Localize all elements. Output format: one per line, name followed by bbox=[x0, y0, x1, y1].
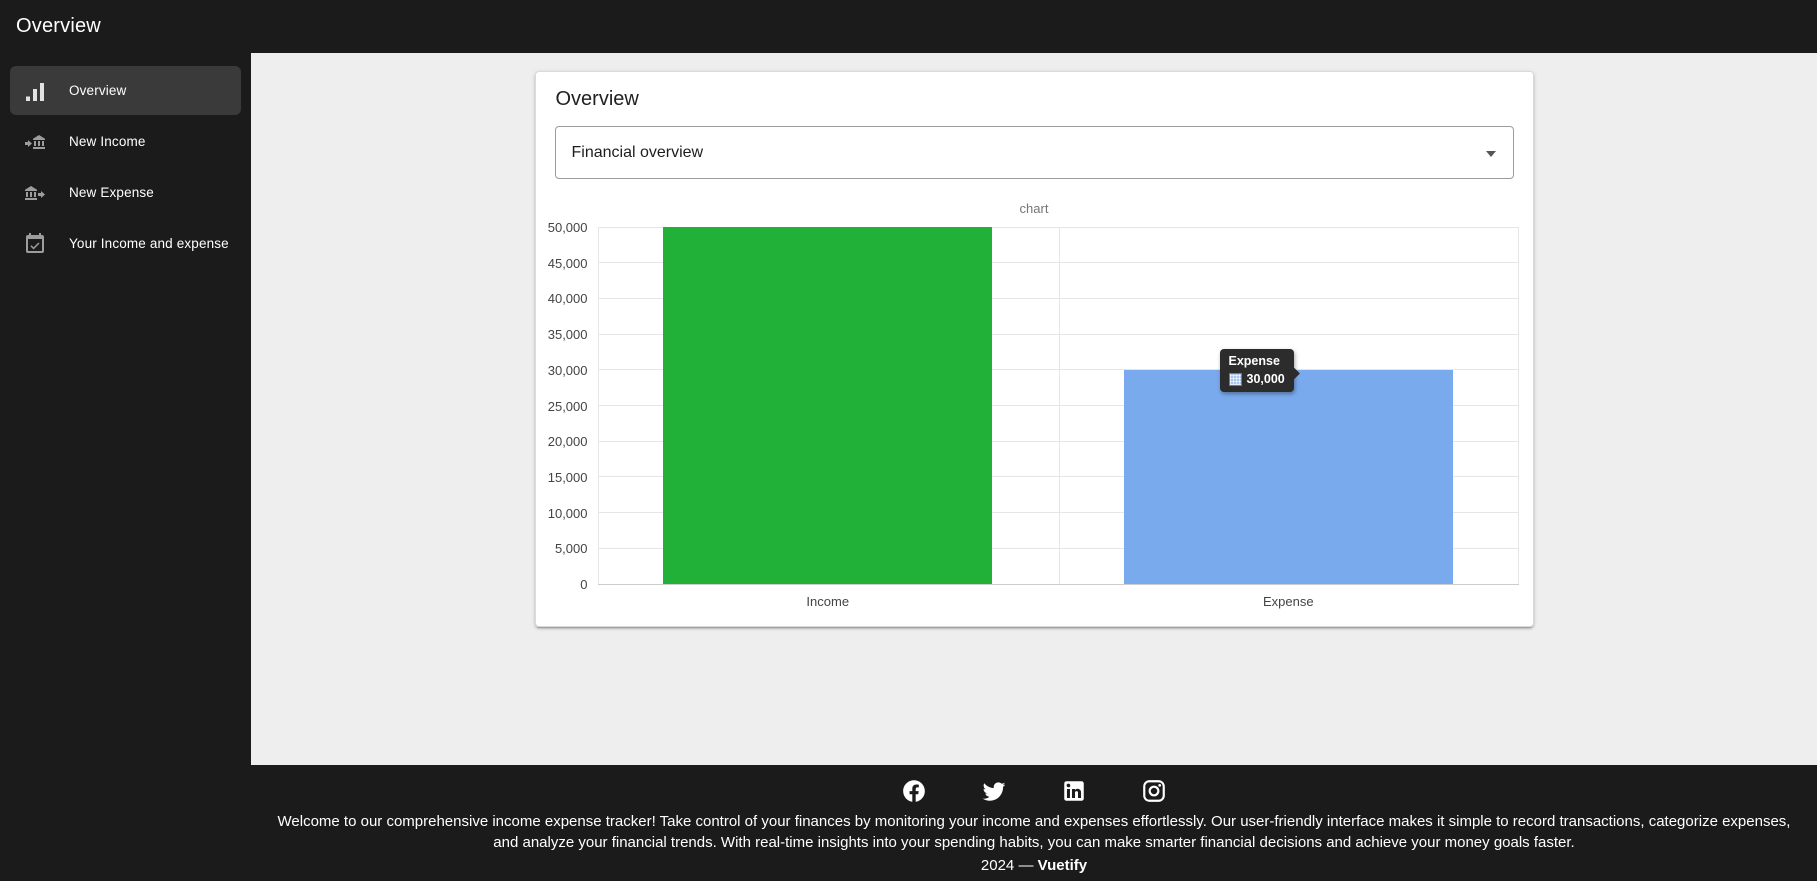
tooltip-series-label: Expense bbox=[1228, 354, 1280, 368]
gridline bbox=[597, 547, 1519, 549]
sidebar-item-your-income-and-expense[interactable]: Your Income and expense bbox=[10, 219, 241, 268]
social-links bbox=[251, 778, 1817, 804]
y-axis-tick-label: 30,000 bbox=[547, 362, 588, 378]
bank-transfer-in-icon bbox=[23, 130, 47, 154]
bar-income[interactable] bbox=[663, 227, 993, 584]
sidebar-item-new-income[interactable]: New Income bbox=[10, 117, 241, 166]
footer-credit: 2024 — Vuetify bbox=[251, 857, 1817, 874]
y-axis-tick-label: 45,000 bbox=[547, 255, 588, 271]
app-bar: Overview bbox=[0, 0, 1817, 53]
y-axis-tick-label: 15,000 bbox=[547, 469, 588, 485]
calendar-check-icon bbox=[23, 232, 47, 256]
gridline bbox=[597, 476, 1519, 478]
gridline bbox=[597, 262, 1519, 264]
footer: Welcome to our comprehensive income expe… bbox=[0, 765, 1817, 881]
sidebar-item-label: Your Income and expense bbox=[69, 236, 229, 251]
footer-brand: Vuetify bbox=[1037, 857, 1088, 874]
gridline bbox=[597, 226, 1519, 228]
y-axis-tick-label: 10,000 bbox=[547, 505, 588, 521]
select-value: Financial overview bbox=[571, 143, 704, 161]
y-axis-tick-label: 5,000 bbox=[554, 541, 588, 557]
bank-transfer-out-icon bbox=[23, 181, 47, 205]
chart-tooltip: Expense 30,000 bbox=[1219, 349, 1294, 392]
x-axis-category-label: Expense bbox=[1262, 594, 1314, 609]
footer-welcome-text: Welcome to our comprehensive income expe… bbox=[277, 813, 1791, 851]
menu-down-icon bbox=[1485, 150, 1496, 157]
bar-expense[interactable] bbox=[1123, 369, 1453, 584]
gridline bbox=[597, 333, 1519, 335]
sidebar-item-overview[interactable]: Overview bbox=[10, 66, 241, 115]
gridline bbox=[597, 440, 1519, 442]
y-axis-tick-label: 0 bbox=[580, 577, 588, 592]
sidebar-item-label: New Income bbox=[69, 134, 146, 149]
main-content: Overview Financial overview chart Expens… bbox=[251, 53, 1817, 765]
footer-year: 2024 — bbox=[980, 857, 1034, 874]
sidebar-item-label: New Expense bbox=[69, 185, 154, 200]
bar-chart-icon bbox=[23, 79, 47, 103]
instagram-icon[interactable] bbox=[1141, 778, 1167, 804]
overview-card: Overview Financial overview chart Expens… bbox=[534, 71, 1534, 627]
gridline bbox=[597, 512, 1519, 514]
tooltip-color-swatch bbox=[1228, 372, 1242, 386]
gridline bbox=[597, 583, 1519, 585]
vertical-gridline bbox=[1058, 227, 1060, 584]
facebook-icon[interactable] bbox=[901, 778, 927, 804]
twitter-icon[interactable] bbox=[981, 778, 1007, 804]
gridline bbox=[597, 405, 1519, 406]
chart-plot-area: Expense 30,000 0 5,000 10,000 15,000 20,000 2… bbox=[548, 220, 1519, 609]
gridline bbox=[597, 369, 1519, 371]
tooltip-value: 30,000 bbox=[1246, 372, 1285, 386]
chart: chart Expense 30,000 0 5,000 10,000 15,000 2… bbox=[536, 201, 1533, 609]
y-axis-tick-label: 50,000 bbox=[547, 220, 588, 235]
financial-overview-select[interactable]: Financial overview bbox=[554, 126, 1514, 179]
y-axis-tick-label: 20,000 bbox=[547, 434, 588, 450]
card-title: Overview bbox=[555, 88, 639, 110]
y-axis-tick-label: 25,000 bbox=[547, 398, 588, 414]
sidebar-item-new-expense[interactable]: New Expense bbox=[10, 168, 241, 217]
page-title: Overview bbox=[16, 15, 101, 37]
gridline bbox=[597, 297, 1519, 299]
vertical-gridline bbox=[1517, 227, 1519, 584]
y-axis-tick-label: 40,000 bbox=[547, 291, 588, 307]
sidebar-item-label: Overview bbox=[69, 83, 127, 98]
sidebar: Overview New Income New Expense Your Inc… bbox=[0, 53, 251, 765]
y-axis-tick-label: 35,000 bbox=[547, 327, 588, 343]
linkedin-icon[interactable] bbox=[1061, 778, 1087, 804]
vertical-gridline bbox=[597, 227, 599, 584]
chart-title: chart bbox=[1019, 201, 1049, 216]
x-axis-category-label: Income bbox=[806, 594, 850, 609]
